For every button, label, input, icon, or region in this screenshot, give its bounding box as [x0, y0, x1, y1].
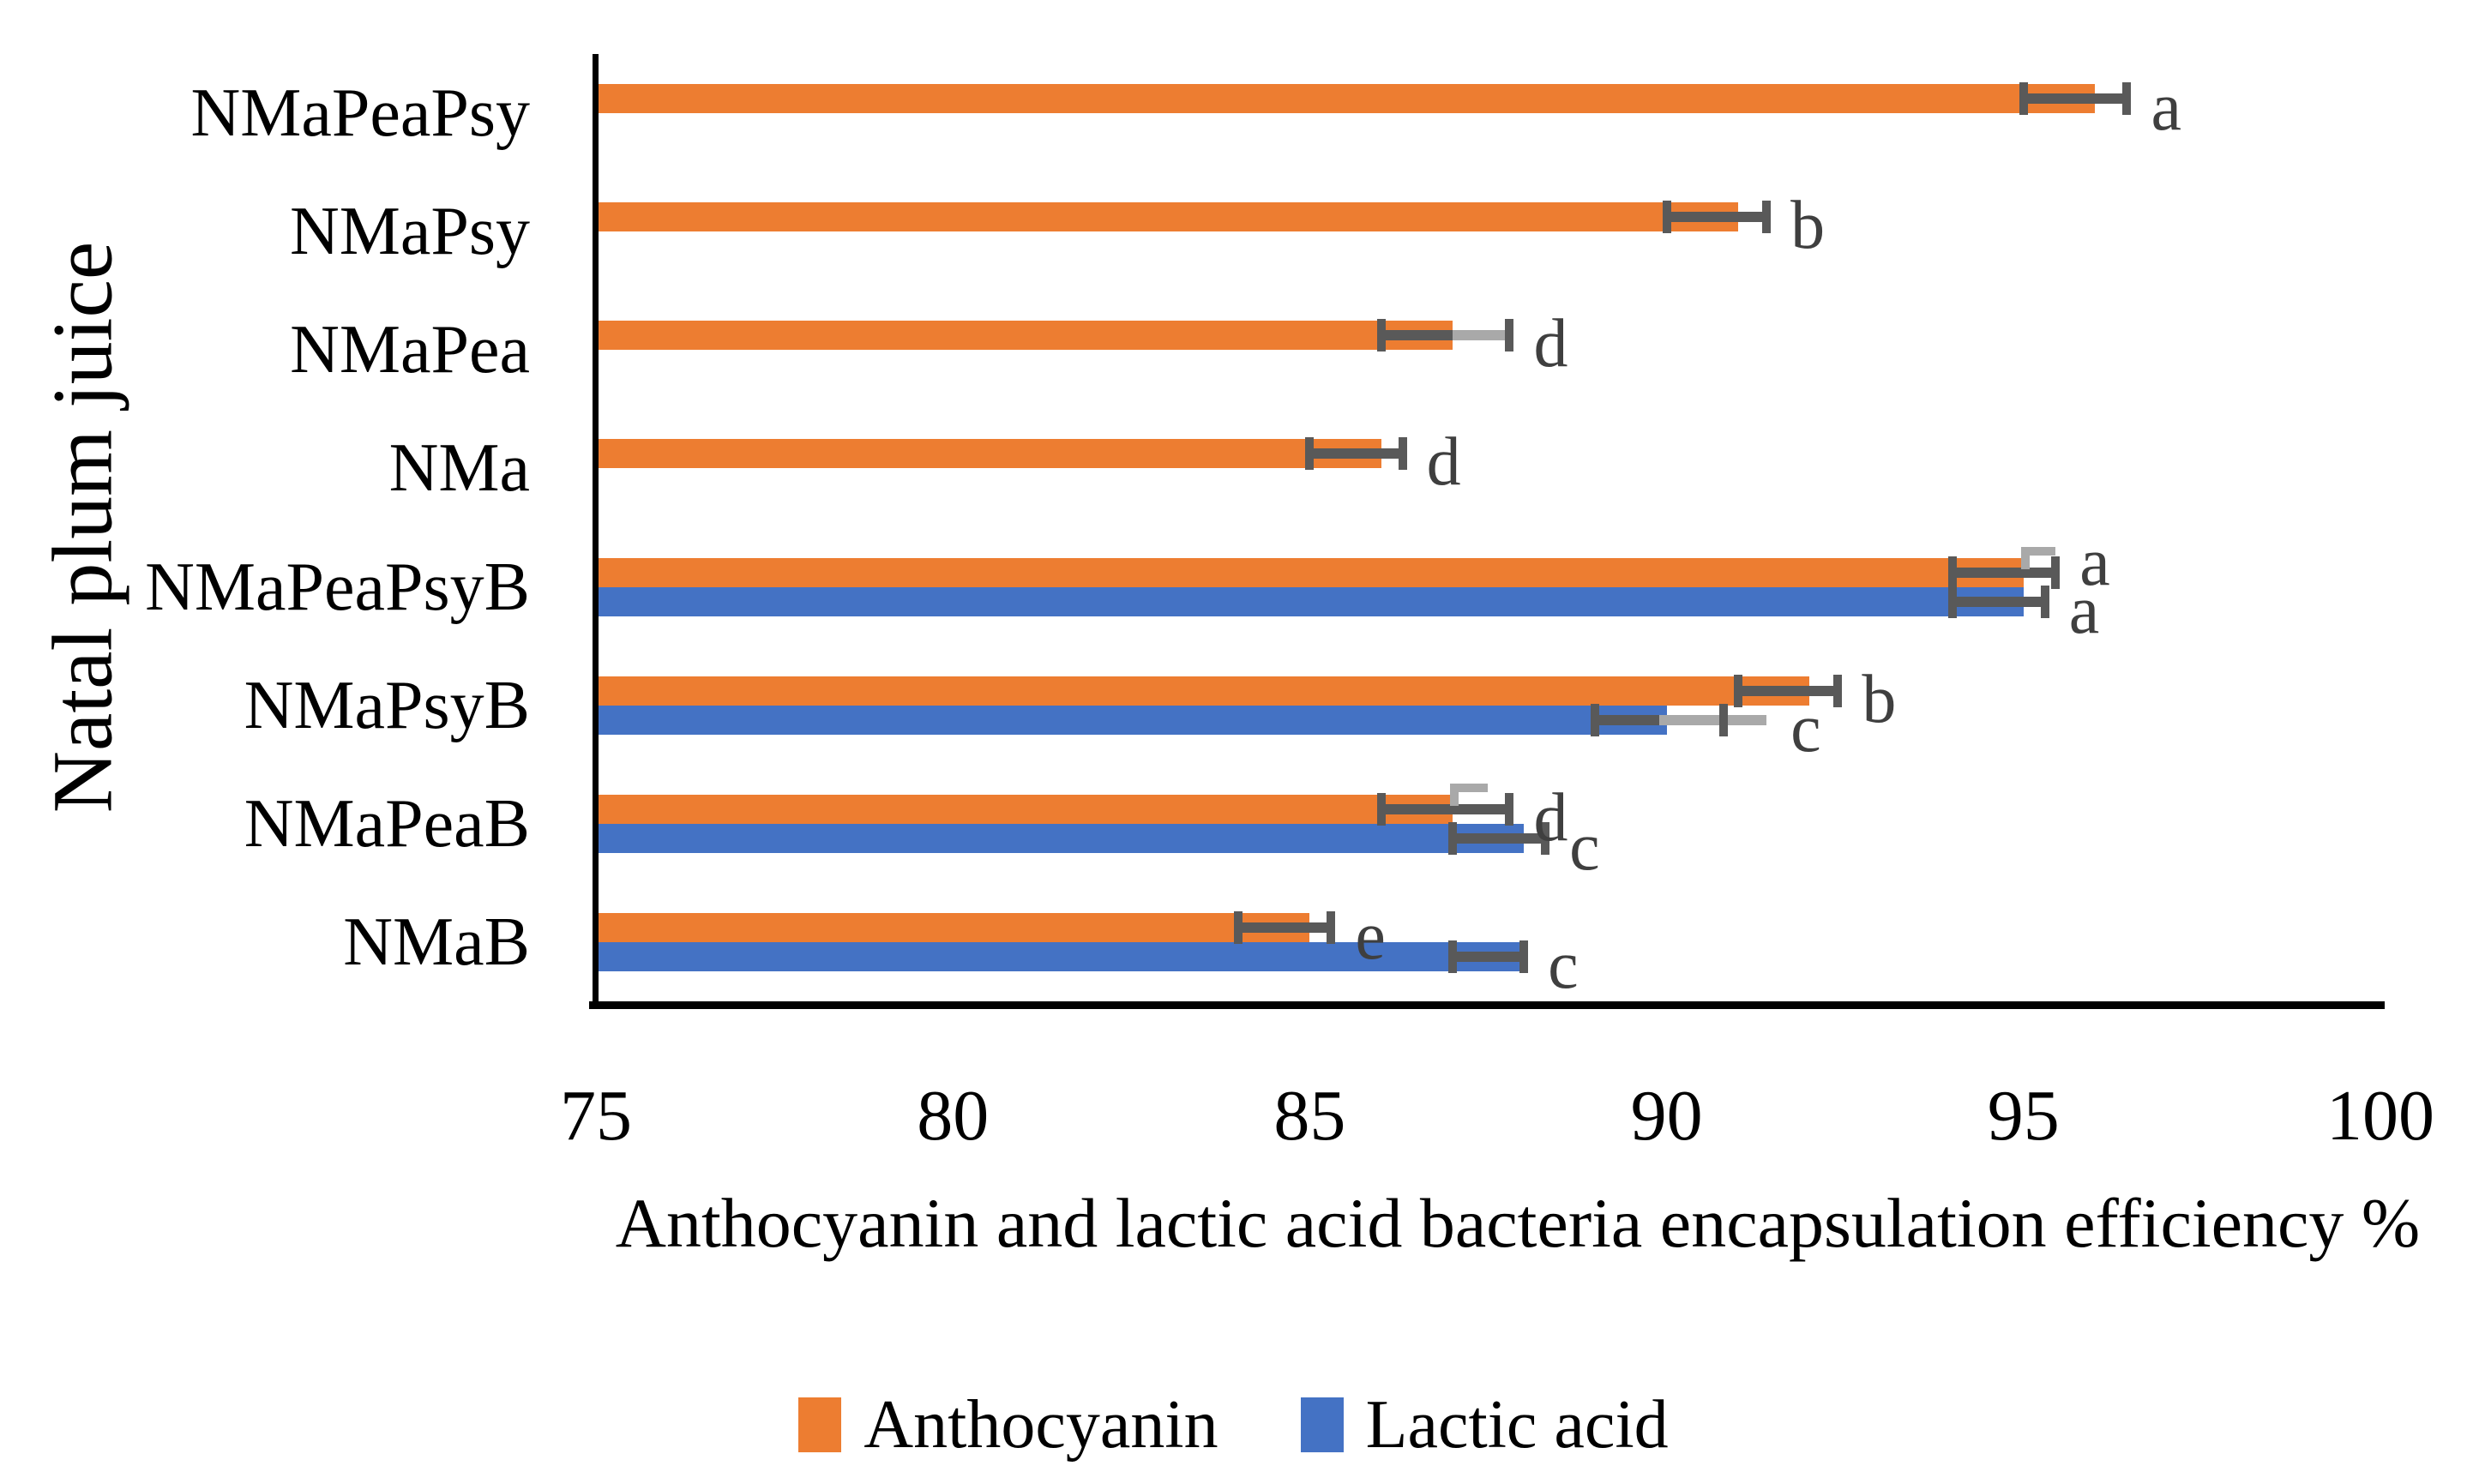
- error-bar-right-cap: [2040, 585, 2049, 618]
- lactic-bar: [596, 823, 1525, 853]
- anthocyanin-bar: [596, 321, 1453, 351]
- lactic-bar: [596, 941, 1525, 971]
- error-bar-left-cap: [1376, 319, 1386, 352]
- error-bar-line: [1952, 596, 2045, 607]
- legend-label: Anthocyanin: [863, 1387, 1218, 1463]
- y-axis-title: Natal plum juice: [34, 241, 130, 814]
- significance-letter: d: [1533, 779, 1568, 856]
- x-tick-label: 85: [1273, 1076, 1346, 1156]
- error-bar-line: [1952, 567, 2056, 578]
- significance-letter: a: [2068, 572, 2100, 648]
- anthocyanin-bar: [596, 202, 1738, 232]
- secondary-error-bracket-stub: [1449, 783, 1459, 806]
- significance-letter: b: [1790, 188, 1826, 264]
- lactic-bar: [596, 705, 1667, 735]
- category-label: NMaPeaPsyB: [145, 549, 530, 625]
- significance-letter: c: [1569, 808, 1600, 885]
- significance-letter: d: [1533, 306, 1568, 382]
- error-bar-right-cap: [1327, 910, 1336, 944]
- error-bar-right-cap: [1719, 703, 1729, 736]
- significance-letter: d: [1426, 424, 1461, 501]
- y-axis-line: [593, 54, 599, 1006]
- error-bar-line: [1452, 951, 1525, 962]
- secondary-error-bracket: [2023, 546, 2056, 556]
- error-bar-line: [1666, 212, 1767, 223]
- error-bar-secondary-line: [1452, 330, 1507, 341]
- lactic-bar: [596, 586, 2024, 616]
- error-bar-right-cap: [1505, 319, 1514, 352]
- significance-letter: c: [1790, 690, 1821, 766]
- error-bar-left-cap: [1733, 674, 1742, 707]
- error-bar-left-cap: [1447, 821, 1457, 855]
- error-bar-right-cap: [1519, 940, 1529, 973]
- category-label: NMaB: [343, 904, 530, 980]
- category-label: NMaPsy: [289, 194, 530, 270]
- error-bar-line: [1309, 448, 1403, 460]
- significance-letter: e: [1355, 898, 1386, 974]
- error-bar-line: [1381, 803, 1510, 814]
- category-label: NMaPeaB: [244, 785, 530, 862]
- error-bar-line: [1452, 832, 1546, 844]
- anthocyanin-bar: [596, 557, 2024, 587]
- legend-item-anthocyanin: Anthocyanin: [798, 1391, 1218, 1459]
- x-tick-label: 90: [1630, 1076, 1703, 1156]
- x-tick-label: 80: [917, 1076, 990, 1156]
- legend-label: Lactic acid: [1365, 1387, 1669, 1463]
- error-bar-right-cap: [1505, 792, 1514, 826]
- error-bar-right-cap: [1541, 821, 1550, 855]
- anthocyanin-bar: [596, 912, 1310, 942]
- error-bar-left-cap: [1591, 703, 1600, 736]
- anthocyanin-bar: [596, 84, 2096, 114]
- x-axis-line: [589, 1001, 2385, 1009]
- secondary-error-bracket: [1452, 783, 1489, 792]
- error-bar-left-cap: [1305, 437, 1315, 471]
- error-bar-right-cap: [2122, 82, 2132, 116]
- x-tick-label: 75: [560, 1076, 632, 1156]
- significance-letter: a: [2151, 69, 2181, 146]
- error-bar-left-cap: [1947, 585, 1957, 618]
- anthocyanin-bar: [596, 794, 1453, 824]
- category-label: NMaPeaPsy: [190, 75, 530, 152]
- x-tick-label: 100: [2326, 1076, 2434, 1156]
- error-bar-line: [1238, 922, 1332, 933]
- category-label: NMaPea: [290, 312, 530, 388]
- error-bar-secondary-line: [1659, 714, 1767, 725]
- error-bar-right-cap: [1398, 437, 1407, 471]
- error-bar-right-cap: [1833, 674, 1843, 707]
- error-bar-right-cap: [2051, 556, 2061, 589]
- error-bar-left-cap: [2019, 82, 2028, 116]
- error-bar-line: [2023, 93, 2127, 105]
- legend: Anthocyanin Lactic acid: [0, 1382, 2467, 1468]
- error-bar-left-cap: [1376, 792, 1386, 826]
- anthocyanin-legend-swatch: [798, 1397, 842, 1452]
- legend-item-lactic: Lactic acid: [1300, 1387, 1669, 1463]
- category-label: NMa: [388, 430, 530, 507]
- significance-letter: b: [1862, 661, 1897, 737]
- error-bar-left-cap: [1234, 910, 1243, 944]
- x-axis-title: Anthocyanin and lactic acid bacteria enc…: [615, 1184, 2421, 1262]
- error-bar-left-cap: [1662, 201, 1671, 234]
- error-bar-left-cap: [1947, 556, 1957, 589]
- secondary-error-bracket-stub: [2020, 546, 2030, 569]
- error-bar-line: [1737, 685, 1838, 696]
- significance-letter: c: [1548, 927, 1579, 1003]
- anthocyanin-bar: [596, 439, 1381, 469]
- lactic-legend-swatch: [1300, 1397, 1344, 1452]
- error-bar-left-cap: [1447, 940, 1457, 973]
- category-label: NMaPsyB: [244, 667, 530, 743]
- anthocyanin-bar: [596, 676, 1810, 706]
- significance-letter: a: [2079, 524, 2110, 600]
- x-tick-label: 95: [1987, 1076, 2060, 1156]
- error-bar-right-cap: [1762, 201, 1772, 234]
